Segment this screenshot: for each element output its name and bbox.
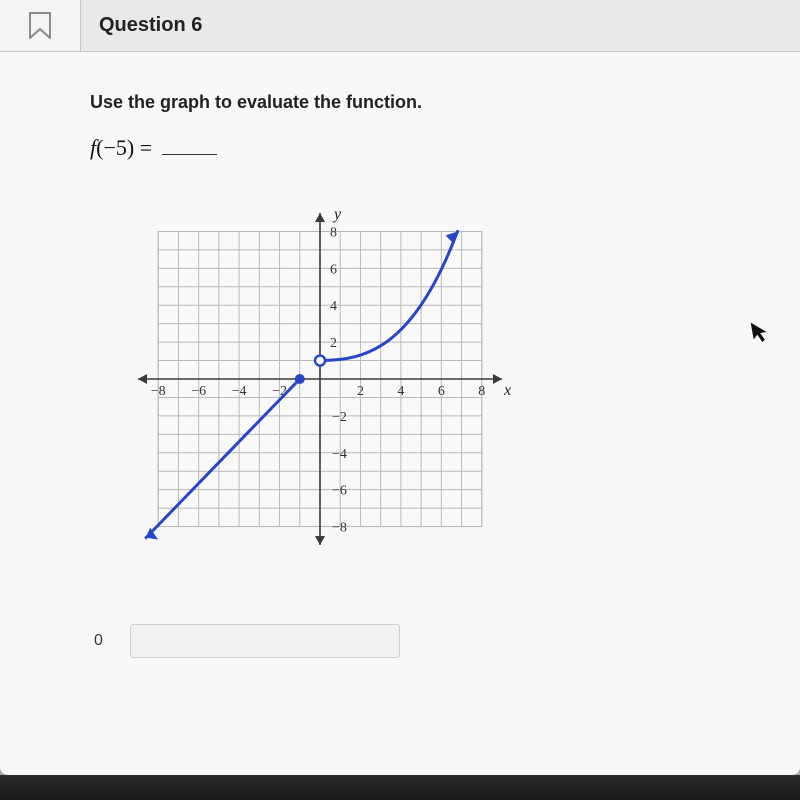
svg-text:6: 6 xyxy=(438,384,445,399)
question-title: Question 6 xyxy=(80,0,800,51)
svg-text:6: 6 xyxy=(330,262,337,277)
answer-blank xyxy=(162,135,217,155)
svg-text:8: 8 xyxy=(330,225,337,240)
bottom-shadow xyxy=(0,775,800,800)
svg-text:x: x xyxy=(503,382,511,399)
equation: f(−5) = xyxy=(90,135,740,161)
answer-index-label: 0 xyxy=(90,632,130,650)
paren-close: ) xyxy=(127,135,134,160)
svg-text:−2: −2 xyxy=(332,410,347,425)
svg-text:−2: −2 xyxy=(272,384,287,399)
svg-text:−6: −6 xyxy=(332,484,347,499)
svg-text:2: 2 xyxy=(330,336,337,351)
question-content: Use the graph to evaluate the function. … xyxy=(0,52,800,678)
equation-arg: −5 xyxy=(103,135,126,160)
question-prompt: Use the graph to evaluate the function. xyxy=(90,92,740,113)
svg-text:4: 4 xyxy=(397,384,404,399)
svg-text:2: 2 xyxy=(357,384,364,399)
answer-row: 0 xyxy=(90,624,740,658)
graph-container: −8 −6 −4 −2 2 4 6 8 −8 −6 −4 −2 2 4 6 8 x y xyxy=(100,179,540,584)
flag-cell[interactable] xyxy=(0,0,80,51)
bookmark-flag-icon xyxy=(29,12,51,40)
svg-text:y: y xyxy=(332,206,342,223)
equals-sign: = xyxy=(140,135,152,160)
svg-text:−4: −4 xyxy=(332,447,347,462)
svg-text:−8: −8 xyxy=(332,521,347,536)
svg-text:8: 8 xyxy=(478,384,485,399)
function-graph: −8 −6 −4 −2 2 4 6 8 −8 −6 −4 −2 2 4 6 8 x y xyxy=(100,179,540,579)
question-header: Question 6 xyxy=(0,0,800,52)
svg-text:4: 4 xyxy=(330,299,337,314)
svg-text:−6: −6 xyxy=(191,384,206,399)
svg-text:−8: −8 xyxy=(151,384,166,399)
question-card: Question 6 Use the graph to evaluate the… xyxy=(0,0,800,775)
svg-text:−4: −4 xyxy=(232,384,247,399)
answer-input[interactable] xyxy=(130,624,400,658)
